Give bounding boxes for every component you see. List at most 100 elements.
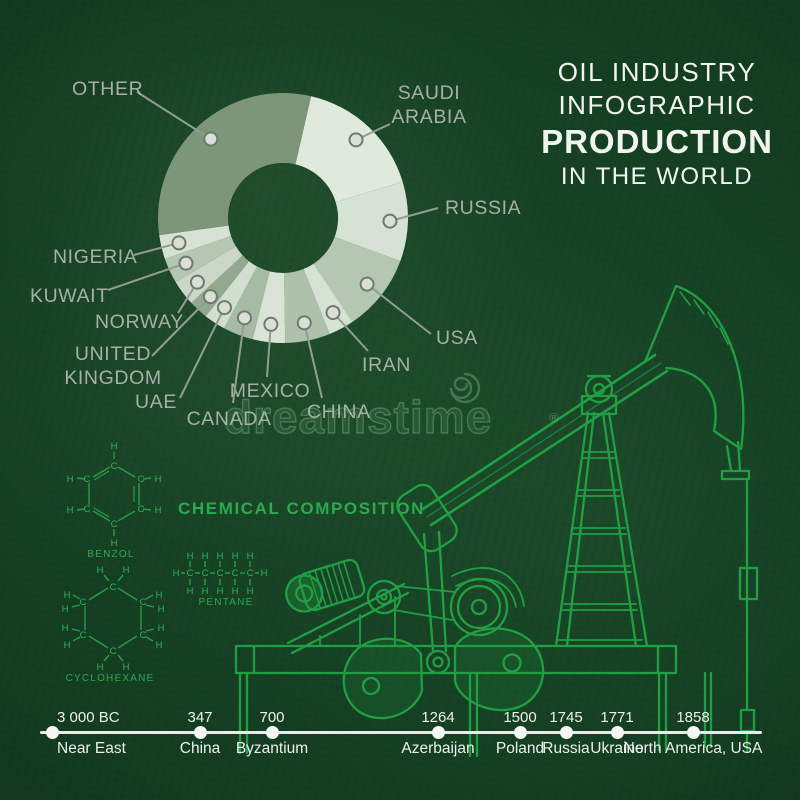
svg-text:C: C xyxy=(202,568,209,579)
svg-text:C: C xyxy=(217,568,224,579)
segment-leader-line xyxy=(303,322,323,399)
segment-marker xyxy=(348,132,364,148)
svg-text:H: H xyxy=(123,662,130,673)
svg-text:H: H xyxy=(187,586,194,597)
svg-text:H: H xyxy=(156,640,163,651)
svg-text:H: H xyxy=(123,565,130,576)
motor-skid xyxy=(286,582,410,655)
segment-leader-line xyxy=(332,311,369,352)
svg-text:H: H xyxy=(247,551,254,562)
donut-segment-usa xyxy=(313,236,401,322)
walking-beam xyxy=(396,353,669,553)
svg-text:H: H xyxy=(261,568,268,579)
segment-label: CHINA xyxy=(307,401,371,423)
segment-label: UAE xyxy=(135,391,177,413)
segment-leader-line xyxy=(389,207,439,223)
timeline-dot xyxy=(431,726,445,739)
chemical-composition-heading: CHEMICAL COMPOSITION xyxy=(178,499,426,518)
svg-text:H: H xyxy=(156,590,163,601)
donut-segment-other xyxy=(157,92,312,236)
timeline-year: 700 xyxy=(259,709,285,726)
timeline-place: China xyxy=(179,740,221,757)
svg-text:H: H xyxy=(62,623,69,634)
svg-text:H: H xyxy=(217,551,224,562)
segment-leader-line xyxy=(136,91,212,140)
segment-leader-line xyxy=(266,324,272,378)
svg-text:C: C xyxy=(80,597,87,608)
svg-text:C: C xyxy=(110,582,117,593)
donut-segment-canada xyxy=(224,266,270,340)
segment-label: OTHER xyxy=(72,78,143,100)
svg-text:H: H xyxy=(155,505,162,516)
bridle-and-wellhead xyxy=(720,440,759,753)
donut-segment-china xyxy=(283,269,330,343)
title-block: OIL INDUSTRY INFOGRAPHIC PRODUCTION IN T… xyxy=(512,56,800,192)
timeline-place: Azerbaijan xyxy=(401,740,475,757)
title-line-3: PRODUCTION xyxy=(541,123,773,160)
segment-marker xyxy=(236,310,252,326)
segment-label: IRAN xyxy=(362,354,411,376)
horsehead xyxy=(643,284,745,451)
electric-motor xyxy=(285,558,366,613)
segment-label: USA xyxy=(436,327,478,349)
timeline-place: Near East xyxy=(57,740,126,757)
donut-segment-nigeria xyxy=(159,225,232,259)
svg-text:H: H xyxy=(232,586,239,597)
svg-text:H: H xyxy=(111,538,118,549)
timeline-dot xyxy=(45,726,59,739)
segment-marker xyxy=(325,305,341,321)
pitman-arm xyxy=(422,530,451,675)
timeline-year: 1771 xyxy=(600,709,634,726)
svg-text:H: H xyxy=(155,474,162,485)
svg-text:C: C xyxy=(138,504,145,515)
svg-text:C: C xyxy=(187,568,194,579)
svg-text:H: H xyxy=(202,586,209,597)
svg-text:C: C xyxy=(138,474,145,485)
timeline-dot xyxy=(610,726,624,739)
segment-label: CANADA xyxy=(187,408,272,430)
crank-counterweights xyxy=(342,627,545,720)
timeline-year: 1745 xyxy=(549,709,583,726)
segment-leader-line xyxy=(107,262,187,291)
timeline-dot xyxy=(686,726,700,739)
timeline-axis xyxy=(40,731,762,734)
svg-text:C: C xyxy=(247,568,254,579)
segment-leader-line xyxy=(366,283,432,335)
segment-label: SAUDI xyxy=(398,82,461,104)
timeline-year: 1858 xyxy=(676,709,710,726)
gear-reducer xyxy=(449,567,525,637)
timeline-place: North America, USA xyxy=(623,740,763,757)
watermark-spiral-icon xyxy=(449,372,481,404)
donut-segment-saudi-arabia xyxy=(295,96,403,203)
timeline-year: 1264 xyxy=(421,709,455,726)
segment-leader-line xyxy=(232,317,246,404)
timeline-year: 3 000 BC xyxy=(57,709,120,726)
segment-leader-line xyxy=(133,241,180,256)
segment-leader-line xyxy=(151,295,212,357)
svg-text:C: C xyxy=(84,474,91,485)
timeline-place: Poland xyxy=(495,740,545,757)
samson-post-tower xyxy=(554,374,649,648)
timeline-place: Byzantium xyxy=(235,740,309,757)
svg-text:C: C xyxy=(140,630,147,641)
title-line-4: IN THE WORLD xyxy=(560,163,754,190)
segment-label: MEXICO xyxy=(230,380,311,402)
svg-text:H: H xyxy=(67,505,74,516)
segment-marker xyxy=(359,276,375,292)
stock-watermark-reg: ® xyxy=(549,410,559,425)
svg-text:C: C xyxy=(111,461,118,472)
segment-label: KINGDOM xyxy=(64,367,161,389)
svg-text:H: H xyxy=(247,586,254,597)
segment-label: RUSSIA xyxy=(445,197,521,219)
segment-label: UNITED xyxy=(75,343,151,365)
timeline-year: 347 xyxy=(187,709,213,726)
svg-text:C: C xyxy=(110,646,117,657)
segment-marker xyxy=(216,300,232,316)
pentane-label: PENTANE xyxy=(199,597,254,608)
svg-text:H: H xyxy=(187,551,194,562)
